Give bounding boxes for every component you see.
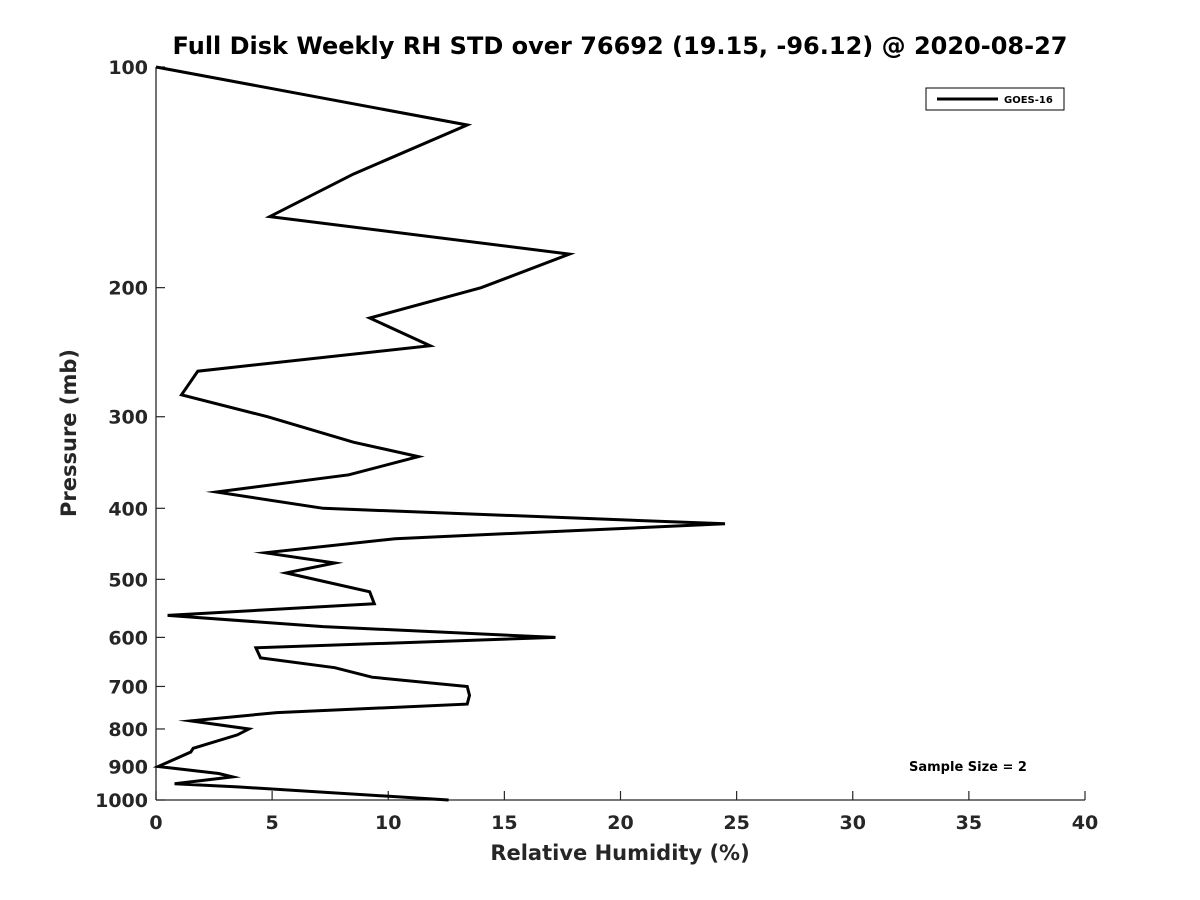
x-tick-label: 5 (266, 812, 279, 834)
y-tick-label: 400 (108, 498, 148, 520)
x-tick-label: 25 (723, 812, 749, 834)
y-tick-label: 800 (108, 719, 148, 741)
y-tick-label: 600 (108, 627, 148, 649)
y-axis-label: Pressure (mb) (57, 349, 81, 517)
y-axis-ticks: 100 200 300 400 500 600 700 800 900 1000 (95, 57, 165, 812)
data-series (152, 65, 726, 802)
x-tick-label: 10 (375, 812, 401, 834)
y-tick-label: 1000 (95, 790, 148, 812)
x-axis-label: Relative Humidity (%) (490, 841, 749, 865)
x-axis-ticks: 0 5 10 15 20 25 30 35 40 (149, 791, 1098, 834)
x-tick-label: 15 (491, 812, 517, 834)
y-tick-label: 900 (108, 756, 148, 778)
y-tick-label: 200 (108, 278, 148, 300)
x-tick-label: 30 (840, 812, 866, 834)
x-tick-label: 40 (1072, 812, 1098, 834)
y-tick-label: 500 (108, 569, 148, 591)
x-tick-label: 20 (607, 812, 633, 834)
chart-title: Full Disk Weekly RH STD over 76692 (19.1… (173, 32, 1068, 60)
y-tick-label: 300 (108, 407, 148, 429)
x-tick-label: 0 (149, 812, 162, 834)
sample-size-annotation: Sample Size = 2 (909, 760, 1027, 775)
y-tick-label: 700 (108, 676, 148, 698)
series-line-1 (152, 65, 726, 802)
x-tick-label: 35 (956, 812, 982, 834)
legend-entry-goes-16: GOES-16 (1004, 95, 1053, 106)
legend: GOES-16 (925, 87, 1065, 111)
y-tick-label: 100 (108, 57, 148, 79)
